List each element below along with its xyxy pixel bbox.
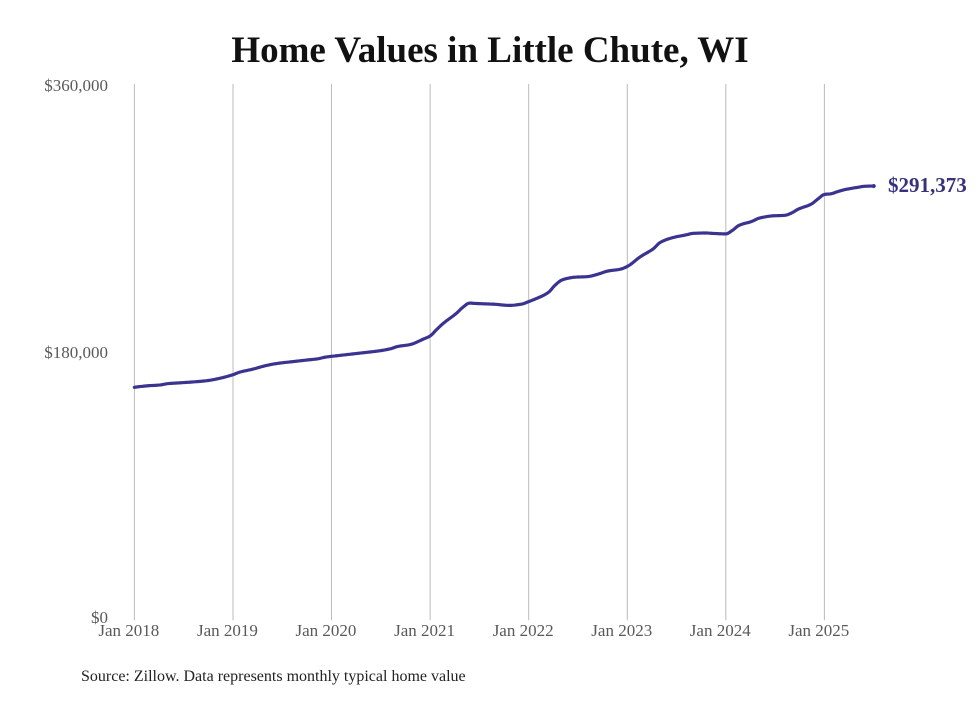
svg-text:Jan 2023: Jan 2023 — [591, 621, 652, 640]
svg-text:Jan 2024: Jan 2024 — [690, 621, 751, 640]
svg-text:Jan 2022: Jan 2022 — [493, 621, 554, 640]
svg-text:Jan 2020: Jan 2020 — [296, 621, 357, 640]
svg-text:$180,000: $180,000 — [44, 343, 108, 362]
svg-text:Jan 2019: Jan 2019 — [197, 621, 258, 640]
svg-text:$360,000: $360,000 — [44, 76, 108, 95]
svg-text:Jan 2018: Jan 2018 — [98, 621, 159, 640]
svg-text:Jan 2025: Jan 2025 — [788, 621, 849, 640]
svg-text:Jan 2021: Jan 2021 — [394, 621, 455, 640]
